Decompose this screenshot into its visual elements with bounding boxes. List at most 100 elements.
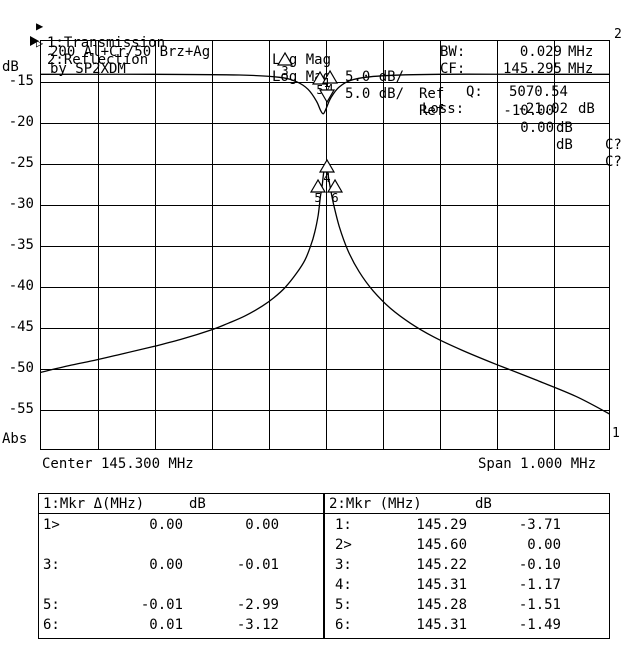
marker-row-id: 6: xyxy=(335,617,352,633)
channel-1-ref-unit: dB xyxy=(556,120,573,136)
channel-row-1: ▶ 1:Transmission Log Mag 5.0 dB/ Ref -10… xyxy=(0,1,640,153)
marker-row-id: 6: xyxy=(43,617,60,633)
marker-table-1-body: 1> 0.00 0.00 3: 0.00 -0.01 5: -0.01 -2.99 6: 0.01 -… xyxy=(39,514,323,638)
marker-table-channel-1: 1:Mkr Δ(MHz) dB 1> 0.00 0.00 3: 0.00 -0.01 5: -… xyxy=(38,493,324,639)
marker-row[interactable]: 3: 0.00 -0.01 xyxy=(39,556,323,574)
graticule-vline xyxy=(269,41,270,449)
span-readout: Span 1.000 MHz xyxy=(478,456,597,472)
marker-row-db: -0.10 xyxy=(518,557,561,573)
graticule-hline xyxy=(41,205,609,206)
marker-table-2-unit-header: dB xyxy=(475,496,492,512)
q-factor-value: 5070.54 xyxy=(508,84,568,100)
marker-row-frequency: 0.00 xyxy=(149,517,183,533)
marker-row-id: 1> xyxy=(43,517,60,533)
trace-1-end-label: 1 xyxy=(612,426,620,441)
graticule-hline xyxy=(41,123,609,124)
y-axis-tick-label: -15 xyxy=(8,73,34,89)
marker-row-db: -3.71 xyxy=(518,517,561,533)
y-axis-unit-label: dB xyxy=(2,59,19,75)
marker-table-channel-2: 2:Mkr (MHz) dB 1: 145.29 -3.71 2> 145.60 0.00… xyxy=(324,493,610,639)
marker-row-db: -1.17 xyxy=(518,577,561,593)
reference-level-pointer-icon xyxy=(30,36,39,46)
marker-row-id: 4: xyxy=(335,577,352,593)
marker-row-db: -3.12 xyxy=(236,617,279,633)
graticule-hline xyxy=(41,328,609,329)
marker-row-db: 0.00 xyxy=(527,537,561,553)
annotation-line-2: by SP2XDM xyxy=(50,61,126,77)
graticule-vline xyxy=(554,41,555,449)
center-frequency-readout: Center 145.300 MHz xyxy=(42,456,194,472)
marker-row[interactable] xyxy=(39,576,323,594)
y-axis-tick-label: -50 xyxy=(8,360,34,376)
y-axis-tick-label: -40 xyxy=(8,278,34,294)
channel-2-ref-label: Ref xyxy=(419,103,445,119)
y-axis-tick-label: -25 xyxy=(8,155,34,171)
graticule-vline xyxy=(497,41,498,449)
marker-table-1-title: 1:Mkr Δ(MHz) xyxy=(43,496,145,512)
q-factor-label: Q: xyxy=(466,84,483,100)
marker-table-1-header: 1:Mkr Δ(MHz) dB xyxy=(39,494,323,514)
bandwidth-unit: MHz xyxy=(568,44,594,60)
marker-row-id: 3: xyxy=(335,557,352,573)
center-frequency-unit: MHz xyxy=(568,61,594,77)
marker-row[interactable]: 2> 145.60 0.00 xyxy=(325,536,609,554)
trace-canvas xyxy=(40,40,610,450)
marker-row-id: 1: xyxy=(335,517,352,533)
channel-1-label: 1:Transmission xyxy=(47,35,166,51)
channel-2-scale: 5.0 dB/ xyxy=(345,86,405,102)
marker-row[interactable]: 1> 0.00 0.00 xyxy=(39,516,323,534)
marker-row-frequency: 145.31 xyxy=(416,577,467,593)
marker-row[interactable]: 5: -0.01 -2.99 xyxy=(39,596,323,614)
y-axis-tick-label: -20 xyxy=(8,114,34,130)
marker-row-db: -0.01 xyxy=(236,557,279,573)
marker-row-frequency: -0.01 xyxy=(140,597,183,613)
marker-table-2-title: 2:Mkr (MHz) xyxy=(329,496,422,512)
marker-row-frequency: 145.60 xyxy=(416,537,467,553)
channel-2-ref-value: 0.00 xyxy=(520,120,554,136)
marker-row-db: -1.49 xyxy=(518,617,561,633)
graticule-vline xyxy=(326,41,327,449)
marker-row[interactable]: 6: 0.01 -3.12 xyxy=(39,616,323,634)
marker-row[interactable] xyxy=(39,536,323,554)
loss-unit: dB xyxy=(578,101,595,117)
bandwidth-value: 0.029 xyxy=(519,44,562,60)
y-axis-tick-label: -45 xyxy=(8,319,34,335)
graticule-hline xyxy=(41,369,609,370)
marker-row[interactable]: 4: 145.31 -1.17 xyxy=(325,576,609,594)
marker-row-frequency: 145.29 xyxy=(416,517,467,533)
graticule-vline xyxy=(440,41,441,449)
graticule-vline xyxy=(155,41,156,449)
marker-row-id: 5: xyxy=(43,597,60,613)
trace-transmission xyxy=(40,163,610,414)
graticule-hline xyxy=(41,410,609,411)
marker-row-id: 3: xyxy=(43,557,60,573)
channel-1-ref-label: Ref xyxy=(419,86,445,102)
y-axis-tick-label: -30 xyxy=(8,196,34,212)
marker-row[interactable]: 5: 145.28 -1.51 xyxy=(325,596,609,614)
channel-2-label: 2:Reflection xyxy=(47,52,149,68)
graticule-vline xyxy=(212,41,213,449)
channel-header: ▶ 1:Transmission Log Mag 5.0 dB/ Ref -10… xyxy=(0,0,640,170)
graticule-hline xyxy=(41,246,609,247)
loss-value: -21.02 xyxy=(517,101,568,117)
graticule-hline xyxy=(41,287,609,288)
marker-row[interactable]: 3: 145.22 -0.10 xyxy=(325,556,609,574)
y-axis-tick-label: -55 xyxy=(8,401,34,417)
channel-1-scale: 5.0 dB/ xyxy=(345,69,405,85)
graticule-vline xyxy=(98,41,99,449)
center-frequency-label: CF: xyxy=(440,61,466,77)
graticule-vline xyxy=(383,41,384,449)
marker-row[interactable]: 6: 145.31 -1.49 xyxy=(325,616,609,634)
center-frequency-value: 145.295 xyxy=(502,61,562,77)
marker-row-frequency: 0.01 xyxy=(149,617,183,633)
marker-row-db: -1.51 xyxy=(518,597,561,613)
marker-table-1-unit-header: dB xyxy=(189,496,206,512)
channel-1-active-marker-icon: ▶ xyxy=(36,19,44,33)
marker-row-db: -2.99 xyxy=(236,597,279,613)
marker-row[interactable]: 1: 145.29 -3.71 xyxy=(325,516,609,534)
marker-row-id: 5: xyxy=(335,597,352,613)
loss-label: Loss: xyxy=(422,101,465,117)
marker-row-id: 2> xyxy=(335,537,352,553)
channel-1-ref-value: -10.00 xyxy=(503,103,554,119)
annotation-line-1: 200 Al+Cr/50 Brz+Ag xyxy=(50,44,211,60)
